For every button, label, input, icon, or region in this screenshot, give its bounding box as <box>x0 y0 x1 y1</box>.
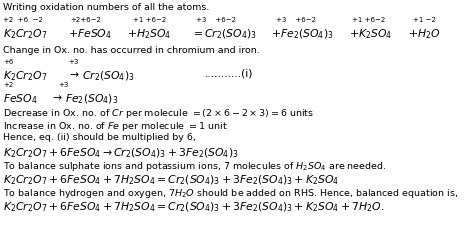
Text: +3    +6−2: +3 +6−2 <box>276 17 316 23</box>
Text: $\rightarrow$: $\rightarrow$ <box>67 69 80 79</box>
Text: +1 −2: +1 −2 <box>413 17 436 23</box>
Text: $Fe_2(SO_4)_3$: $Fe_2(SO_4)_3$ <box>65 92 118 106</box>
Text: +2  +6  −2: +2 +6 −2 <box>3 17 43 23</box>
Text: $+ Fe_2(SO_4)_3$: $+ Fe_2(SO_4)_3$ <box>271 27 334 41</box>
Text: ...........(i): ...........(i) <box>205 69 254 79</box>
Text: $+ FeSO_4$: $+ FeSO_4$ <box>68 27 112 41</box>
Text: $K_2Cr_2O_7 + 6FeSO_4 + 7H_2SO_4 = Cr_2(SO_4)_3 + 3Fe_2(SO_4)_3 + K_2SO_4$: $K_2Cr_2O_7 + 6FeSO_4 + 7H_2SO_4 = Cr_2(… <box>3 173 339 187</box>
Text: +2+6−2: +2+6−2 <box>70 17 101 23</box>
Text: $= Cr_2(SO_4)_3$: $= Cr_2(SO_4)_3$ <box>191 27 257 41</box>
Text: $K_2Cr_2O_7 + 6FeSO_4 + 7H_2SO_4 = Cr_2(SO_4)_3 + 3Fe_2(SO_4)_3 + K_2SO_4 + 7H_2: $K_2Cr_2O_7 + 6FeSO_4 + 7H_2SO_4 = Cr_2(… <box>3 200 384 214</box>
Text: Hence, eq. (ii) should be multiplied by 6,: Hence, eq. (ii) should be multiplied by … <box>3 133 196 142</box>
Text: $K_2Cr_2O_7$: $K_2Cr_2O_7$ <box>3 69 47 83</box>
Text: +6: +6 <box>3 59 13 65</box>
Text: $FeSO_4$: $FeSO_4$ <box>3 92 38 106</box>
Text: To balance hydrogen and oxygen, $7H_2O$ should be added on RHS. Hence, balanced : To balance hydrogen and oxygen, $7H_2O$ … <box>3 187 458 200</box>
Text: Change in Ox. no. has occurred in chromium and iron.: Change in Ox. no. has occurred in chromi… <box>3 46 260 55</box>
Text: $+ K_2SO_4$: $+ K_2SO_4$ <box>349 27 392 41</box>
Text: +3: +3 <box>58 82 68 88</box>
Text: Writing oxidation numbers of all the atoms.: Writing oxidation numbers of all the ato… <box>3 3 210 12</box>
Text: +2: +2 <box>3 82 13 88</box>
Text: +3: +3 <box>68 59 78 65</box>
Text: $Cr_2(SO_4)_3$: $Cr_2(SO_4)_3$ <box>82 69 135 83</box>
Text: Increase in Ox. no. of $Fe$ per molecule $= 1$ unit: Increase in Ox. no. of $Fe$ per molecule… <box>3 120 228 133</box>
Text: $+ H_2SO_4$: $+ H_2SO_4$ <box>127 27 171 41</box>
Text: $\rightarrow$: $\rightarrow$ <box>50 92 63 102</box>
Text: +3    +6−2: +3 +6−2 <box>196 17 236 23</box>
Text: $K_2Cr_2O_7$: $K_2Cr_2O_7$ <box>3 27 47 41</box>
Text: +1 +6−2: +1 +6−2 <box>133 17 166 23</box>
Text: +1 +6−2: +1 +6−2 <box>352 17 385 23</box>
Text: $K_2Cr_2O_7 + 6FeSO_4 \rightarrow Cr_2(SO_4)_3 + 3Fe_2(SO_4)_3$: $K_2Cr_2O_7 + 6FeSO_4 \rightarrow Cr_2(S… <box>3 146 239 160</box>
Text: To balance sulphate ions and potassium ions, 7 molecules of $H_2SO_4$ are needed: To balance sulphate ions and potassium i… <box>3 160 387 173</box>
Text: $+ H_2O$: $+ H_2O$ <box>408 27 440 41</box>
Text: Decrease in Ox. no. of $Cr$ per molecule $= (2 \times 6 - 2 \times 3) = 6$ units: Decrease in Ox. no. of $Cr$ per molecule… <box>3 107 314 120</box>
